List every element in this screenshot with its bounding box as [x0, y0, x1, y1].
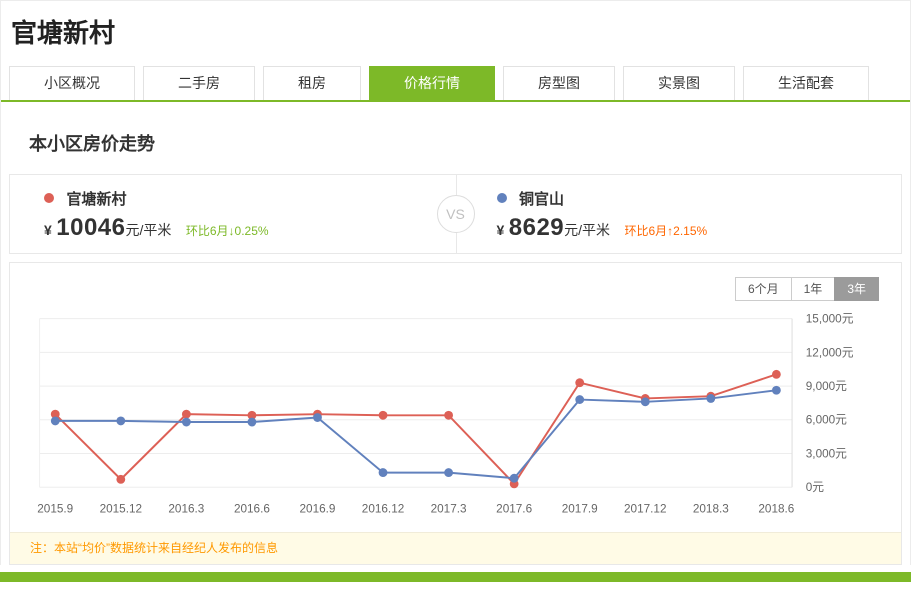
change-value: 0.25% [234, 224, 269, 238]
tab-photos[interactable]: 实景图 [623, 66, 735, 100]
page-container: 官塘新村 小区概况 二手房 租房 价格行情 房型图 实景图 生活配套 本小区房价… [0, 0, 911, 566]
range-3years-button[interactable]: 3年 [834, 277, 879, 301]
svg-text:2015.12: 2015.12 [100, 503, 142, 516]
svg-text:2016.3: 2016.3 [168, 503, 204, 516]
change-label: 环比6月 [624, 224, 668, 238]
svg-text:2017.9: 2017.9 [562, 503, 598, 516]
time-range-buttons: 6个月 1年 3年 [10, 263, 901, 301]
price-value-right: 8629 [508, 214, 565, 241]
svg-text:2018.3: 2018.3 [693, 503, 729, 516]
tab-rent[interactable]: 租房 [263, 66, 361, 100]
community-name-row: 铜官山 [496, 188, 902, 209]
community-name-left: 官塘新村 [66, 191, 127, 208]
series-dot-blue-icon [496, 193, 507, 203]
svg-text:2015.9: 2015.9 [37, 503, 73, 516]
currency-symbol: ¥ [496, 222, 505, 238]
price-row-left: ¥ 10046元/平米 环比6月↓0.25% [44, 214, 456, 242]
svg-text:2018.6: 2018.6 [758, 503, 794, 516]
tab-amenities[interactable]: 生活配套 [743, 66, 869, 100]
chart-svg: 0元 3,000元 6,000元 9,000元 12,000元 15,000元 2015.9… [37, 313, 854, 516]
svg-text:3,000元: 3,000元 [806, 447, 847, 460]
chart-panel: 6个月 1年 3年 0元 3,000元 6,000元 9,000元 12,000元 15,00… [9, 262, 902, 566]
arrow-up-icon: ↑ [667, 224, 674, 238]
price-trend-chart: 0元 3,000元 6,000元 9,000元 12,000元 15,000元 2015.9… [10, 301, 901, 530]
change-label: 环比6月 [185, 224, 229, 238]
footnote: 注：本站“均价”数据统计来自经纪人发布的信息 [10, 532, 901, 565]
tab-secondhand[interactable]: 二手房 [143, 66, 255, 100]
price-unit-left: 元/平米 [125, 222, 172, 238]
price-change-left: 环比6月↓0.25% [186, 224, 269, 238]
price-value-left: 10046 [56, 214, 126, 241]
svg-text:9,000元: 9,000元 [806, 380, 847, 393]
svg-text:2016.9: 2016.9 [300, 503, 336, 516]
section-title: 本小区房价走势 [29, 134, 155, 154]
currency-symbol: ¥ [44, 222, 52, 238]
svg-text:2017.12: 2017.12 [624, 503, 666, 516]
svg-text:2017.3: 2017.3 [431, 503, 467, 516]
svg-text:12,000元: 12,000元 [806, 346, 854, 359]
series-dot-red-icon [44, 193, 54, 203]
compare-card-left: 官塘新村 ¥ 10046元/平米 环比6月↓0.25% [10, 175, 456, 253]
svg-text:0元: 0元 [806, 481, 825, 494]
price-row-right: ¥ 8629元/平米 环比6月↑2.15% [497, 214, 902, 242]
page-title: 官塘新村 [11, 18, 116, 48]
community-name-right: 铜官山 [518, 191, 564, 208]
compare-card-right: 铜官山 ¥ 8629元/平米 环比6月↑2.15% [455, 175, 902, 253]
range-6months-button[interactable]: 6个月 [734, 277, 792, 301]
price-unit-right: 元/平米 [564, 222, 611, 238]
vs-badge: VS [436, 195, 475, 233]
tab-community-overview[interactable]: 小区概况 [9, 66, 135, 100]
tab-floorplan[interactable]: 房型图 [503, 66, 615, 100]
community-name-row: 官塘新村 [44, 188, 456, 209]
change-value: 2.15% [673, 224, 708, 238]
svg-text:2017.6: 2017.6 [496, 503, 532, 516]
svg-text:2016.6: 2016.6 [234, 503, 270, 516]
footer-green-bar [0, 572, 911, 583]
tab-price-trend[interactable]: 价格行情 [369, 66, 495, 100]
svg-text:6,000元: 6,000元 [806, 414, 847, 427]
tab-bar: 小区概况 二手房 租房 价格行情 房型图 实景图 生活配套 [1, 66, 910, 102]
range-1year-button[interactable]: 1年 [790, 277, 836, 301]
price-change-right: 环比6月↑2.15% [624, 224, 707, 238]
svg-text:2016.12: 2016.12 [362, 503, 404, 516]
svg-text:15,000元: 15,000元 [806, 313, 854, 326]
arrow-down-icon: ↓ [228, 224, 235, 238]
price-compare-panel: 官塘新村 ¥ 10046元/平米 环比6月↓0.25% VS 铜官山 ¥ 862… [9, 174, 902, 254]
